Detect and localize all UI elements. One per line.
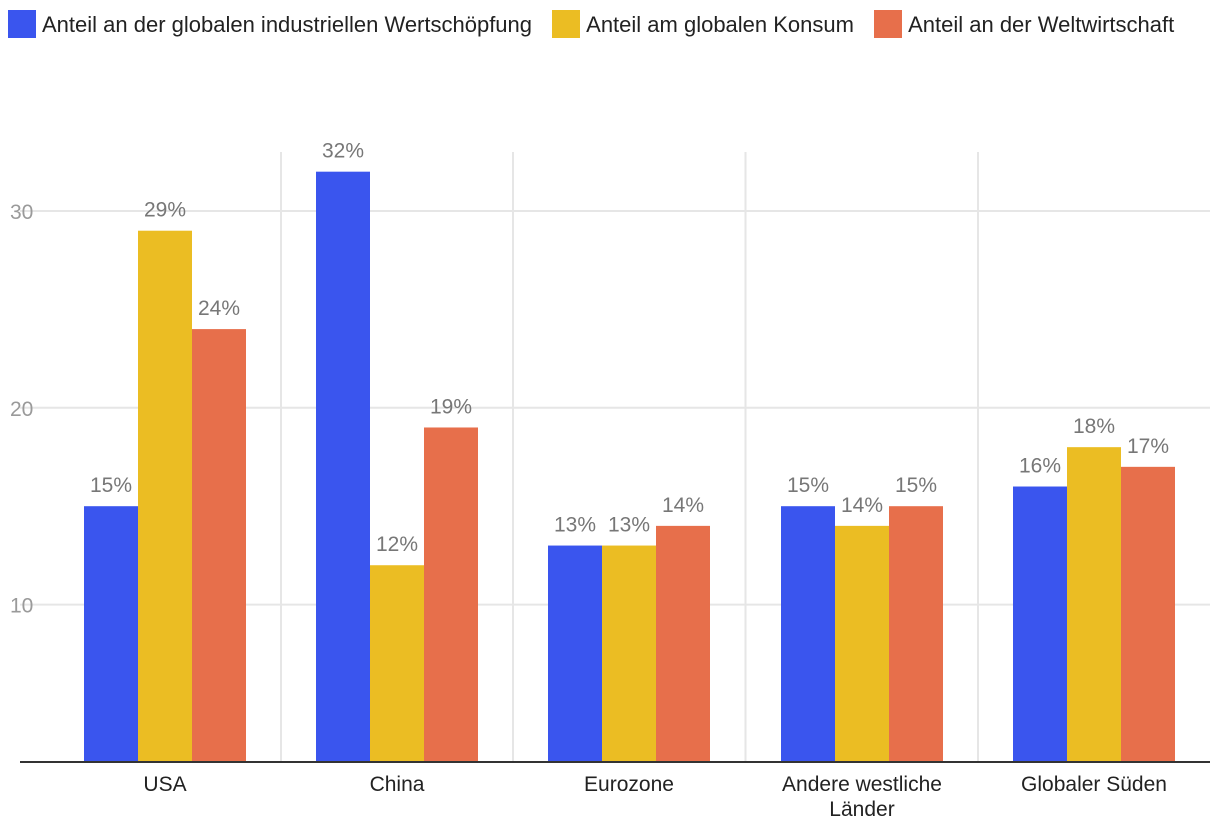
legend-item: Anteil am globalen Konsum	[552, 10, 854, 38]
data-label: 24%	[198, 297, 240, 320]
legend-label: Anteil an der globalen industriellen Wer…	[42, 12, 533, 37]
x-category-label: Andere westliche	[782, 773, 942, 796]
y-tick-label: 20	[10, 398, 33, 421]
bar	[1067, 447, 1121, 762]
legend-swatch	[552, 10, 581, 38]
bar	[656, 525, 710, 762]
bar	[192, 329, 246, 762]
legend: Anteil an der globalen industriellen Wer…	[8, 8, 1198, 42]
x-category-label: Globaler Süden	[1021, 773, 1167, 796]
x-category-label: China	[370, 773, 425, 796]
data-label: 13%	[554, 514, 596, 537]
bar	[316, 171, 370, 762]
y-tick-label: 30	[10, 201, 33, 224]
legend-swatch	[874, 10, 903, 38]
data-label: 17%	[1127, 435, 1169, 458]
data-label: 32%	[322, 140, 364, 163]
bar	[138, 230, 192, 763]
x-category-label: Eurozone	[584, 773, 674, 796]
bar	[889, 506, 943, 762]
legend-swatch	[8, 10, 36, 38]
bar	[1013, 486, 1067, 762]
data-label: 16%	[1019, 455, 1061, 478]
x-category-label: Länder	[829, 798, 894, 821]
bar	[781, 506, 835, 762]
data-label: 29%	[144, 199, 186, 222]
data-label: 19%	[430, 395, 472, 418]
legend-label: Anteil am globalen Konsum	[586, 12, 854, 37]
bar	[370, 565, 424, 762]
data-label: 12%	[376, 533, 418, 556]
data-label: 14%	[841, 494, 883, 517]
data-label: 15%	[895, 474, 937, 497]
data-label: 15%	[787, 474, 829, 497]
x-category-label: USA	[143, 773, 186, 796]
legend-item: Anteil an der globalen industriellen Wer…	[8, 10, 533, 38]
bar	[84, 506, 138, 762]
legend-label: Anteil an der Weltwirtschaft	[908, 12, 1175, 37]
bar	[1121, 466, 1175, 762]
data-label: 15%	[90, 474, 132, 497]
data-label: 14%	[662, 494, 704, 517]
bar	[835, 525, 889, 762]
data-label: 18%	[1073, 415, 1115, 438]
bar	[548, 545, 602, 762]
y-tick-label: 10	[10, 595, 33, 618]
data-label: 13%	[608, 514, 650, 537]
bar	[424, 427, 478, 762]
legend-item: Anteil an der Weltwirtschaft	[874, 10, 1175, 38]
bar	[602, 545, 656, 762]
